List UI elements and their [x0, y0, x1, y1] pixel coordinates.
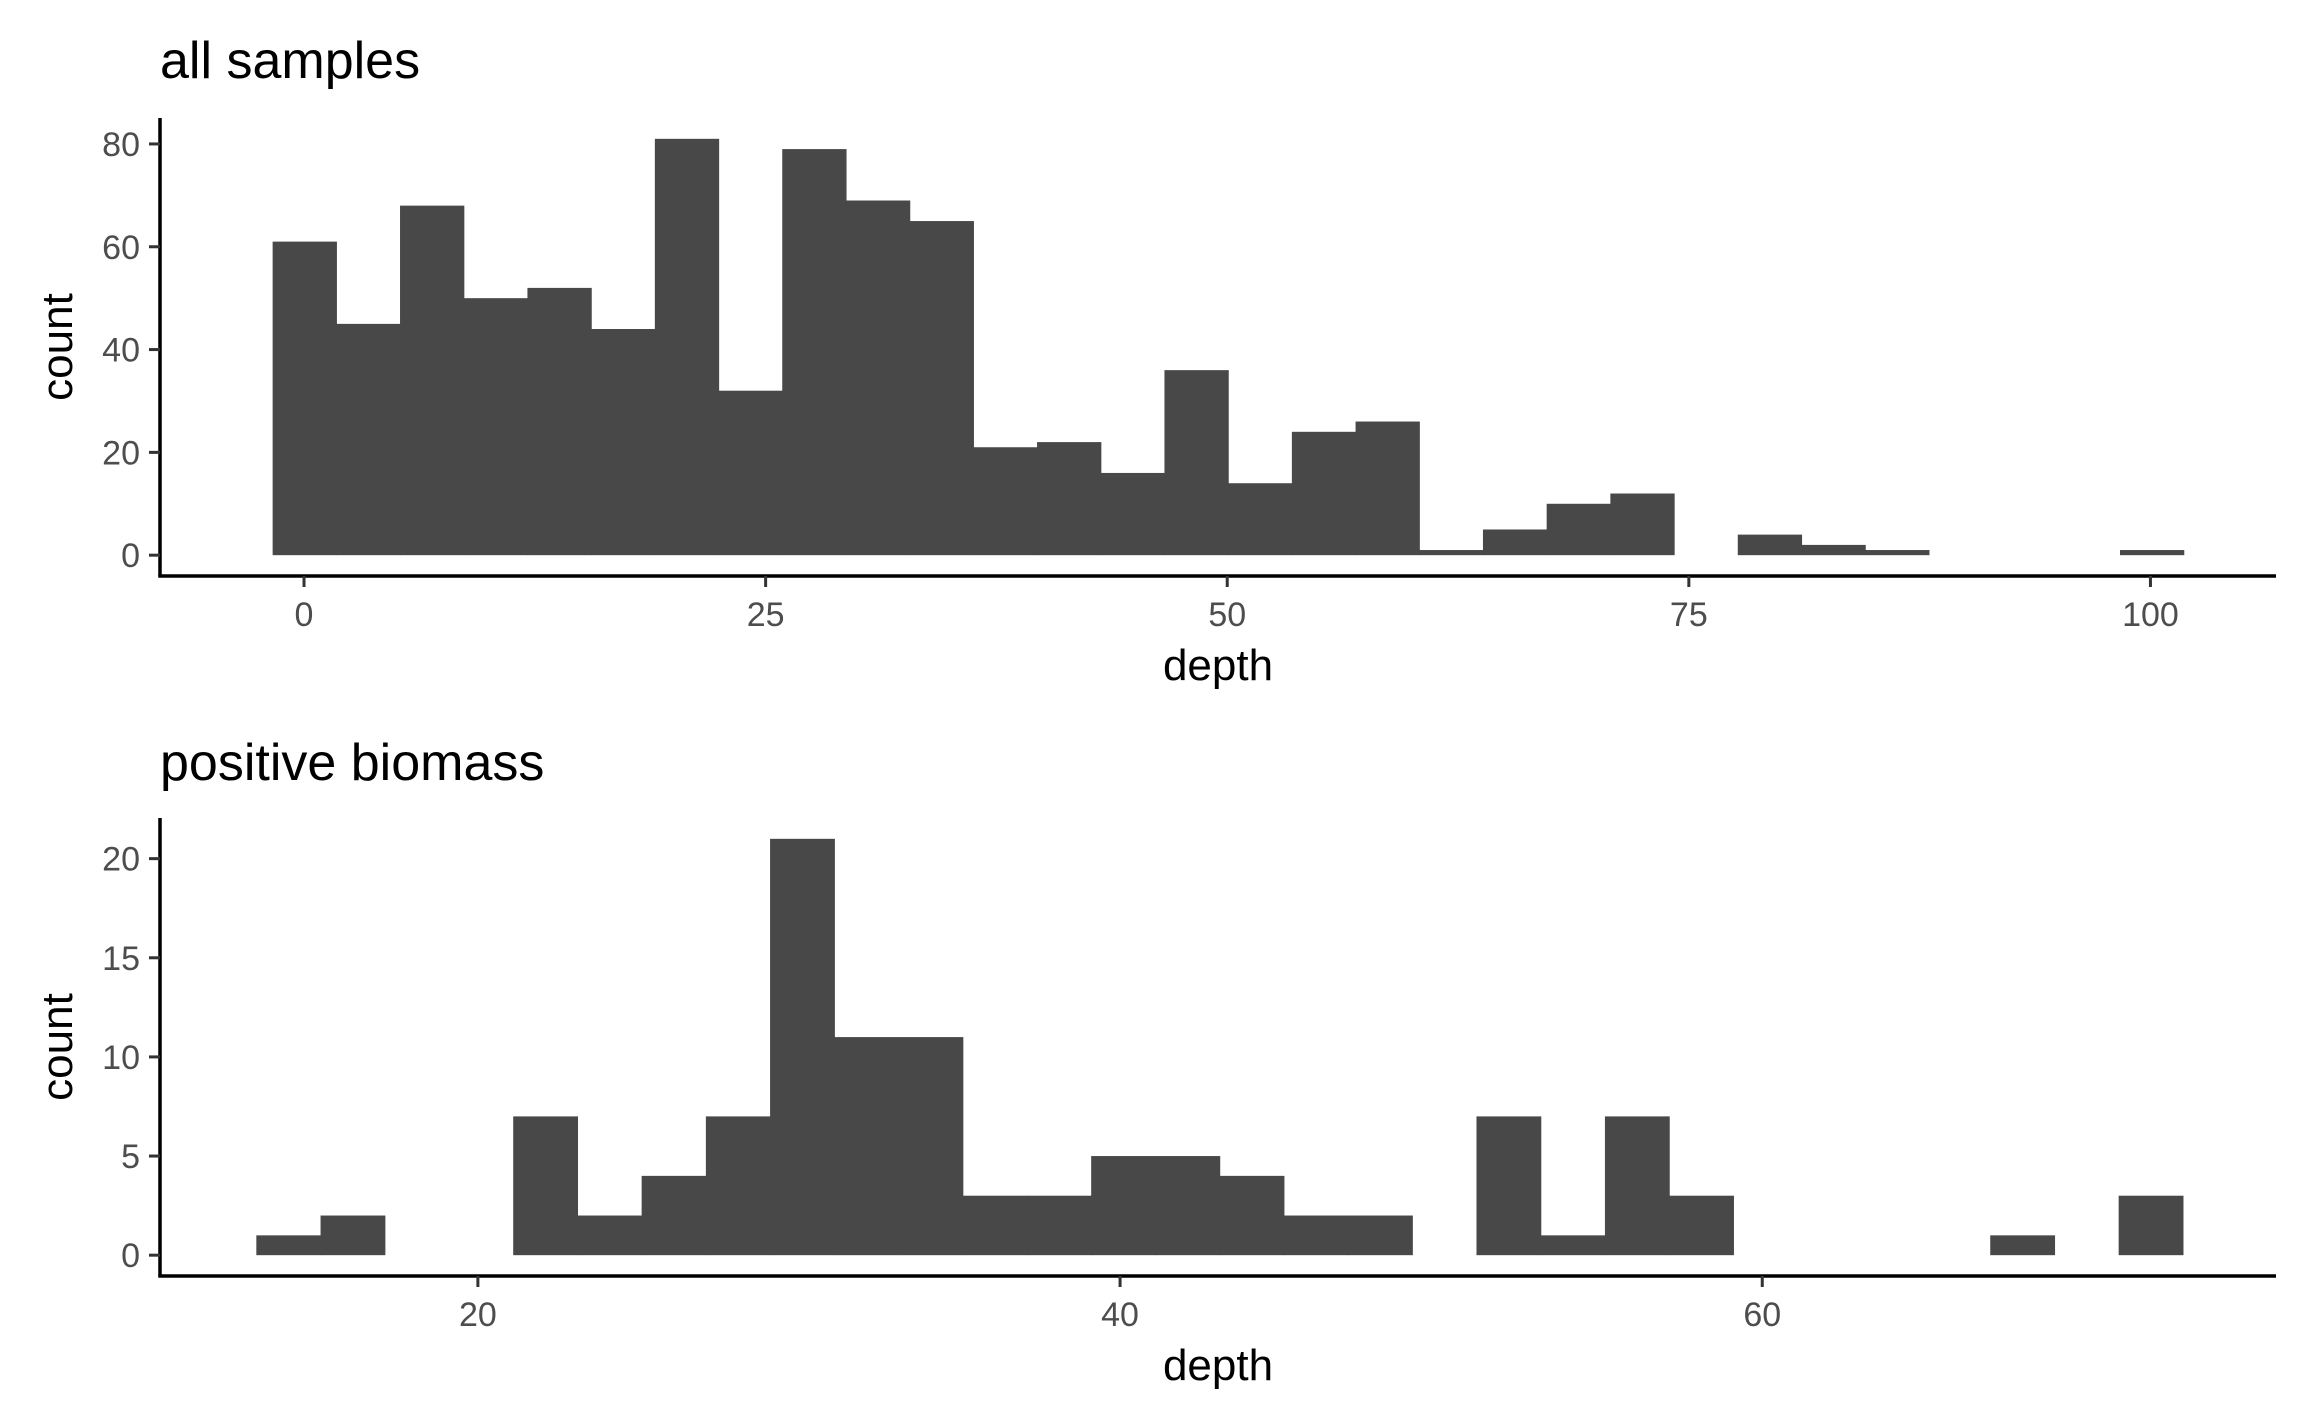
histogram-bar: [1865, 550, 1930, 556]
histogram-bar: [1482, 529, 1548, 556]
histogram-bar: [1737, 534, 1803, 556]
x-tick-label: 75: [1670, 596, 1708, 634]
y-tick-label: 20: [102, 841, 140, 879]
panel-all-samples: all samples 0 20 40 60 80 0 25 50 75 100 depth c…: [33, 32, 2276, 690]
x-tick-label: 0: [295, 596, 314, 634]
histogram-bar: [1026, 1195, 1092, 1256]
histogram-bar: [973, 447, 1038, 556]
histogram-bar: [463, 298, 529, 556]
histogram-bar: [336, 323, 401, 556]
histogram-bar: [2118, 1195, 2184, 1256]
y-tick-label: 10: [102, 1039, 140, 1077]
histogram-bar: [1155, 1156, 1221, 1256]
histogram-bar: [1348, 1215, 1413, 1256]
histogram-bar: [1100, 472, 1166, 556]
histogram-bar: [1546, 503, 1611, 556]
y-axis-title: count: [33, 293, 82, 401]
panel-title: all samples: [160, 32, 420, 90]
histogram-bar: [770, 838, 835, 1256]
x-tick-label: 25: [747, 596, 785, 634]
histogram-bar: [591, 329, 656, 556]
histogram-bar: [834, 1037, 900, 1256]
histogram-bar: [909, 221, 974, 556]
histogram-bar: [898, 1037, 964, 1256]
histogram-bar: [1540, 1235, 1606, 1256]
histogram-bar: [527, 287, 592, 556]
histogram-bar: [400, 205, 465, 556]
bars-group: [272, 138, 2185, 556]
histogram-bar: [1291, 431, 1357, 556]
histogram-bar: [705, 1116, 771, 1256]
histogram-bar: [1604, 1116, 1670, 1256]
y-ticks: 0 5 10 15 20: [102, 841, 160, 1275]
y-tick-label: 20: [102, 434, 140, 472]
histogram-bar: [2119, 550, 2185, 556]
histogram-bar: [1419, 550, 1484, 556]
panel-positive-biomass: positive biomass 0 5 10 15 20 20 40 60 depth c…: [33, 734, 2276, 1390]
histogram-bar: [1801, 544, 1866, 556]
y-tick-label: 40: [102, 332, 140, 370]
histogram-bar: [1669, 1195, 1734, 1256]
histogram-bar: [1283, 1215, 1349, 1256]
x-tick-label: 50: [1208, 596, 1246, 634]
histogram-bar: [718, 390, 783, 556]
histogram-bar: [1164, 370, 1229, 556]
y-tick-label: 60: [102, 229, 140, 267]
histogram-bar: [272, 241, 337, 556]
x-tick-label: 20: [459, 1296, 497, 1334]
histogram-bar: [577, 1215, 643, 1256]
y-tick-label: 0: [121, 1237, 140, 1275]
histogram-bar: [1228, 483, 1293, 556]
x-axis-title: depth: [1163, 1341, 1273, 1390]
histogram-bar: [1091, 1156, 1156, 1256]
y-tick-label: 15: [102, 940, 140, 978]
histogram-bar: [1610, 493, 1675, 556]
histogram-bar: [513, 1116, 579, 1256]
histogram-bar: [1219, 1175, 1285, 1256]
x-tick-label: 40: [1101, 1296, 1139, 1334]
y-ticks: 0 20 40 60 80: [102, 126, 160, 575]
x-tick-label: 60: [1743, 1296, 1781, 1334]
histogram-bar: [1355, 421, 1420, 556]
x-axis-title: depth: [1163, 641, 1273, 690]
histogram-bar: [962, 1195, 1028, 1256]
panel-title: positive biomass: [160, 734, 544, 792]
histogram-bar: [641, 1175, 707, 1256]
histogram-bar: [782, 149, 847, 556]
histogram-bar: [654, 138, 720, 556]
x-ticks: 20 40 60: [459, 1276, 1781, 1334]
histogram-bar: [1037, 442, 1102, 556]
histogram-bar: [320, 1215, 386, 1256]
histogram-bar: [1990, 1235, 2056, 1256]
y-axis-title: count: [33, 993, 82, 1101]
x-tick-label: 100: [2122, 596, 2179, 634]
histogram-bar: [845, 200, 911, 556]
bars-group: [256, 838, 2184, 1256]
histogram-bar: [1476, 1116, 1542, 1256]
y-tick-label: 0: [121, 537, 140, 575]
x-ticks: 0 25 50 75 100: [295, 576, 2179, 634]
y-tick-label: 80: [102, 126, 140, 164]
y-tick-label: 5: [121, 1138, 140, 1176]
histogram-bar: [256, 1235, 322, 1256]
